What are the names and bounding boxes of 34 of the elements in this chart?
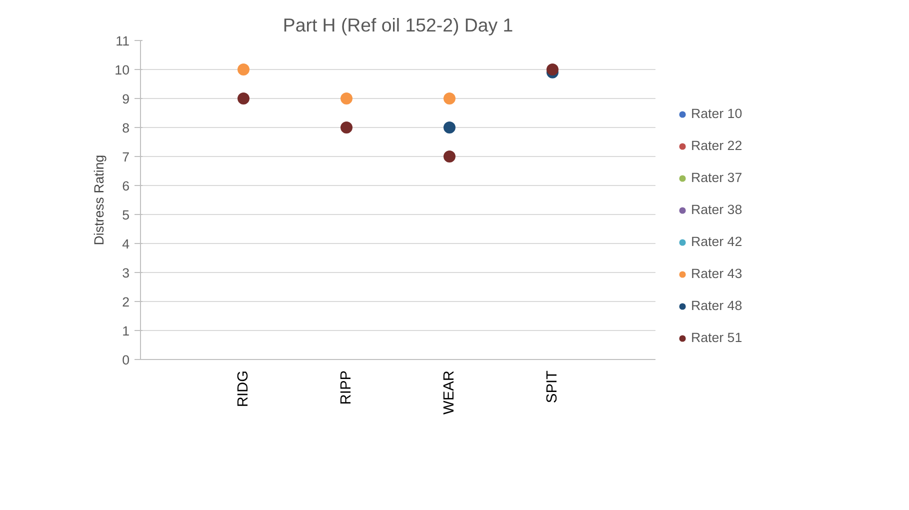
legend-label: Rater 37 bbox=[691, 170, 742, 185]
point bbox=[444, 150, 456, 162]
y-tick-label: 7 bbox=[122, 150, 130, 164]
point bbox=[238, 92, 250, 104]
y-tick-label: 11 bbox=[116, 34, 130, 48]
x-tick-label: RIDG bbox=[236, 370, 252, 408]
y-tick-label: 9 bbox=[122, 92, 130, 106]
point bbox=[444, 92, 456, 104]
point bbox=[340, 122, 352, 134]
point bbox=[340, 92, 352, 104]
y-tick-label: 8 bbox=[122, 120, 130, 136]
point bbox=[238, 64, 250, 76]
x-tick-label: WEAR bbox=[442, 370, 458, 414]
y-tick-label: 3 bbox=[122, 266, 130, 280]
x-tick-label: SPIT bbox=[544, 370, 560, 404]
y-axis-title: Distress Rating bbox=[92, 154, 107, 246]
legend-label: Rater 48 bbox=[691, 298, 742, 313]
legend-label: Rater 51 bbox=[691, 330, 742, 345]
y-tick-label: 2 bbox=[122, 294, 130, 310]
y-tick-label: 5 bbox=[122, 208, 130, 222]
y-tick-label: 6 bbox=[122, 178, 130, 194]
y-tick-label: 1 bbox=[122, 324, 130, 338]
legend-label: Rater 22 bbox=[691, 138, 742, 153]
point bbox=[444, 122, 456, 134]
y-tick-label: 4 bbox=[122, 236, 130, 252]
y-tick-label: 10 bbox=[114, 62, 130, 78]
legend-label: Rater 10 bbox=[691, 106, 742, 121]
y-tick-label: 0 bbox=[122, 352, 130, 368]
chart-title: Part H (Ref oil 152-2) Day 1 bbox=[282, 14, 514, 36]
point bbox=[546, 64, 558, 76]
x-tick-label: RIPP bbox=[338, 370, 354, 405]
legend-label: Rater 38 bbox=[691, 202, 742, 217]
legend-label: Rater 43 bbox=[691, 266, 742, 281]
legend-label: Rater 42 bbox=[691, 234, 742, 249]
